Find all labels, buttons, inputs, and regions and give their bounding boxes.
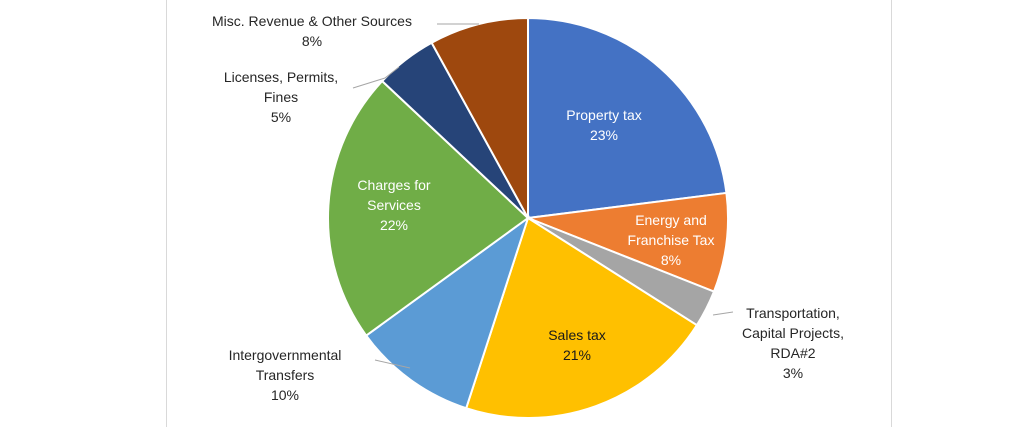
slice-label-energy-and-franchise-tax: Energy and Franchise Tax 8% (628, 212, 715, 268)
slice-label-charges-for-services: Charges for Services 22% (357, 177, 430, 233)
chart-frame: Property tax 23% Energy and Franchise Tax 8%… (166, 0, 892, 427)
leader-line-licenses-permits-fines (352, 66, 400, 89)
pie-slice-intergovernmental-transfers (364, 215, 530, 410)
leader-line-intergovernmental-transfers (374, 359, 411, 369)
pie-slice-property-tax (527, 16, 728, 220)
pie-slice-sales-tax (464, 216, 699, 419)
slice-label-licenses-permits-fines: Licenses, Permits, Fines 5% (224, 69, 338, 125)
slice-label-sales-tax: Sales tax 21% (548, 327, 606, 363)
pie-slice-energy-and-franchise-tax (527, 191, 729, 293)
slice-label-misc-revenue-other-sources: Misc. Revenue & Other Sources 8% (212, 13, 412, 49)
pie-chart: Property tax 23% Energy and Franchise Tax 8%… (212, 13, 844, 419)
slice-label-transportation-capital-projects-rda-2: Transportation, Capital Projects, RDA#2 3% (742, 305, 844, 381)
pie-slice-charges-for-services (327, 79, 530, 337)
slice-label-property-tax: Property tax 23% (566, 107, 641, 143)
slice-label-intergovernmental-transfers: Intergovernmental Transfers 10% (229, 347, 342, 403)
leader-line-transportation-capital-projects-rda-2 (712, 311, 734, 316)
